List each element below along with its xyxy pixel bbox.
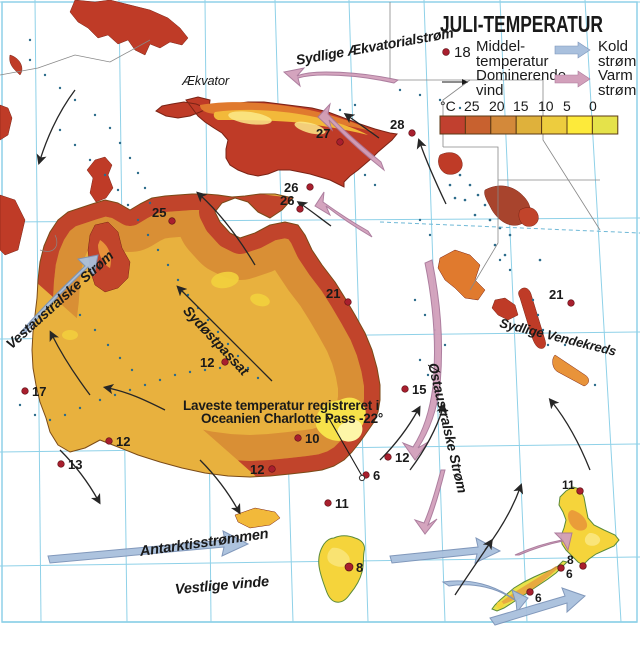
svg-text:5: 5 [563, 98, 571, 114]
svg-text:28: 28 [390, 117, 404, 132]
svg-text:10: 10 [305, 431, 319, 446]
svg-text:18: 18 [454, 44, 471, 61]
svg-text:26: 26 [280, 193, 294, 208]
svg-text:12: 12 [250, 462, 264, 477]
svg-text:27: 27 [316, 126, 330, 141]
svg-text:13: 13 [68, 457, 82, 472]
svg-text:6: 6 [373, 468, 380, 483]
svg-text:strøm: strøm [598, 82, 636, 99]
svg-text:12: 12 [116, 434, 130, 449]
svg-text:11: 11 [562, 478, 575, 492]
svg-text:25: 25 [152, 205, 166, 220]
svg-text:6: 6 [566, 567, 573, 581]
svg-text:21: 21 [549, 287, 563, 302]
svg-text:12: 12 [200, 355, 214, 370]
svg-text:17: 17 [32, 384, 46, 399]
svg-text:20: 20 [489, 98, 505, 114]
svg-text:vind: vind [476, 82, 504, 99]
svg-text:0: 0 [589, 98, 597, 114]
svg-text:11: 11 [335, 496, 349, 511]
svg-text:JULI-TEMPERATUR: JULI-TEMPERATUR [440, 11, 603, 37]
svg-text:10: 10 [538, 98, 554, 114]
svg-text:8: 8 [356, 560, 363, 575]
svg-text:26: 26 [284, 180, 298, 195]
svg-text:°C: °C [440, 98, 456, 114]
svg-text:8: 8 [567, 553, 574, 567]
svg-text:15: 15 [412, 382, 426, 397]
svg-text:15: 15 [513, 98, 529, 114]
svg-text:25: 25 [464, 98, 480, 114]
svg-text:21: 21 [326, 286, 340, 301]
svg-text:12: 12 [395, 450, 409, 465]
